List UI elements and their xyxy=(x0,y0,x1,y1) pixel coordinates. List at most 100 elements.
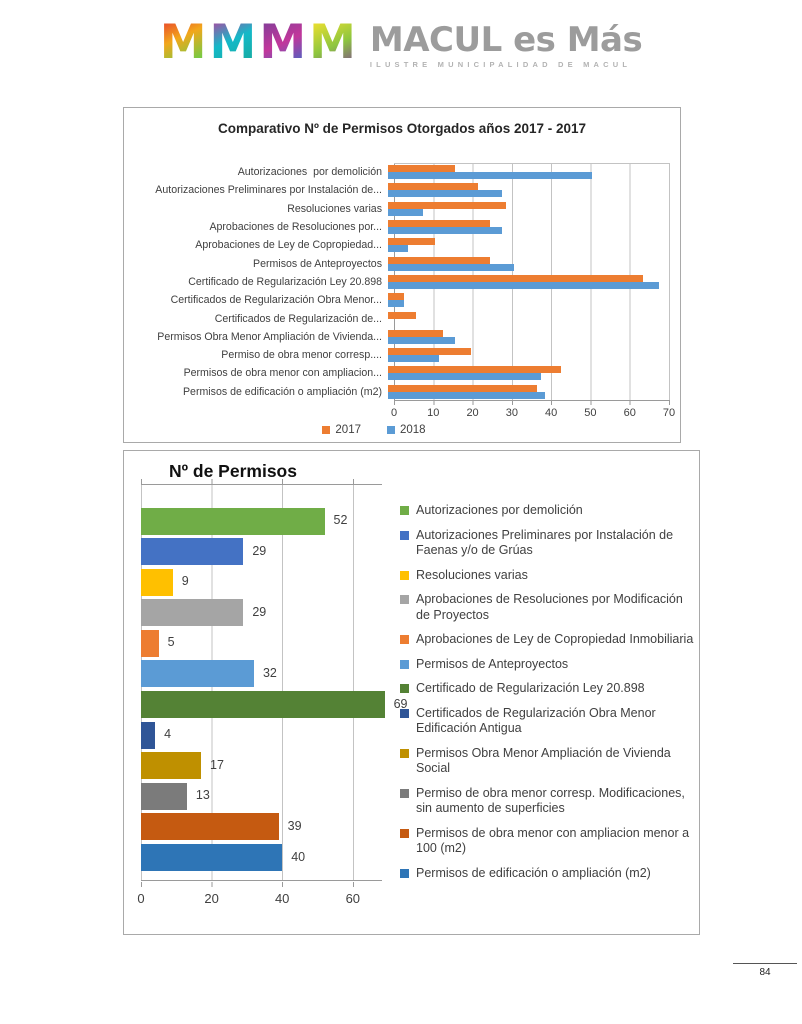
chart1-tick-label: 0 xyxy=(390,407,398,419)
legend-label: Resoluciones varias xyxy=(416,567,528,582)
legend-swatch-icon xyxy=(400,570,409,580)
chart1-row: Permisos Obra Menor Ampliación de Vivien… xyxy=(134,328,663,346)
chart2-data-label: 5 xyxy=(167,635,175,650)
chart1-category-label: Permisos Obra Menor Ampliación de Vivien… xyxy=(157,330,382,343)
chart2-legend-item: Permisos de obra menor con ampliacion me… xyxy=(400,826,696,857)
chart2-bar xyxy=(141,629,159,657)
chart1-row: Autorizaciones por demolición xyxy=(134,163,663,181)
chart2-data-label: 9 xyxy=(181,574,189,589)
page-number: 84 xyxy=(733,963,797,978)
chart1-tick-label: 50 xyxy=(584,407,597,419)
bar-2018 xyxy=(388,208,424,216)
chart2-tick-label: 60 xyxy=(345,891,361,906)
bar-2018 xyxy=(388,355,440,363)
bar-2017 xyxy=(388,201,506,209)
logo-letter-m: M xyxy=(209,15,257,70)
chart2-data-label: 39 xyxy=(287,818,302,833)
legend-swatch-icon xyxy=(400,708,409,718)
chart2-bar xyxy=(141,721,156,749)
legend-swatch-icon xyxy=(400,828,409,838)
chart2-bottom-ticks xyxy=(141,882,382,887)
chart2-bar xyxy=(141,782,187,810)
chart2-title: Nº de Permisos xyxy=(169,461,297,481)
chart1-category-label: Autorizaciones por demolición xyxy=(237,166,382,179)
bar-2017 xyxy=(388,274,644,282)
chart1-title: Comparativo Nº de Permisos Otorgados año… xyxy=(217,121,587,136)
chart1-legend: 2017 2018 xyxy=(96,424,652,436)
bar-2017 xyxy=(388,220,491,228)
chart2-row: 5 xyxy=(141,628,382,659)
chart1-row: Certificado de Regularización Ley 20.898 xyxy=(134,273,663,291)
chart2-legend: Autorizaciones por demolición Autorizacio… xyxy=(400,503,696,881)
bar-2018 xyxy=(388,227,502,235)
chart2-bar xyxy=(141,813,279,841)
bar-2017 xyxy=(388,183,479,191)
bar-2017 xyxy=(388,384,538,392)
chart1-category-label: Aprobaciones de Ley de Copropiedad... xyxy=(195,239,382,252)
chart1-row: Permisos de Anteproyectos xyxy=(134,254,663,272)
legend-label: 2018 xyxy=(400,424,426,436)
bar-2018 xyxy=(388,263,514,271)
chart2-legend-item: Autorizaciones por demolición xyxy=(400,503,696,519)
logo-letter-m: M xyxy=(159,15,207,70)
chart1-tick-label: 30 xyxy=(505,407,518,419)
chart2-data-label: 32 xyxy=(262,665,277,680)
legend-swatch-icon xyxy=(322,426,331,434)
legend-swatch-icon xyxy=(400,659,409,669)
legend-swatch-icon xyxy=(387,426,395,434)
bar-2018 xyxy=(388,190,502,198)
legend-label: Permisos de edificación o ampliación (m2… xyxy=(416,865,651,880)
legend-swatch-icon xyxy=(400,868,409,878)
bar-2018 xyxy=(388,373,542,381)
chart2-data-label: 29 xyxy=(252,604,267,619)
chart1-category-label: Aprobaciones de Resoluciones por... xyxy=(209,221,382,234)
chart1-row: Aprobaciones de Resoluciones por... xyxy=(134,218,663,236)
chart2-row: 9 xyxy=(141,567,382,598)
legend-label: 2017 xyxy=(335,424,361,436)
legend-swatch-icon xyxy=(400,595,409,604)
legend-label: Certificado de Regularización Ley 20.898 xyxy=(416,681,645,695)
chart2-bar xyxy=(141,844,283,872)
chart2-legend-item: Aprobaciones de Resoluciones por Modific… xyxy=(400,592,696,623)
chart1-row: Certificados de Regularización de... xyxy=(134,309,663,327)
chart2-legend-item: Resoluciones varias xyxy=(400,568,696,584)
chart1-row: Certificados de Regularización Obra Meno… xyxy=(134,291,663,309)
chart2-row: 4 xyxy=(141,720,382,751)
legend-swatch-icon xyxy=(400,684,409,693)
chart2-legend-item: Certificado de Regularización Ley 20.898 xyxy=(400,681,696,697)
chart1-category-label: Certificados de Regularización de... xyxy=(214,312,382,325)
bar-2017 xyxy=(388,366,561,374)
chart2-row: 69 xyxy=(141,690,407,721)
chart1-row: Resoluciones varias xyxy=(134,200,663,218)
bar-2018 xyxy=(388,336,455,344)
chart2-data-label: 17 xyxy=(210,757,224,772)
chart1-category-label: Permisos de obra menor con ampliacion... xyxy=(183,367,382,380)
legend-swatch-icon xyxy=(400,748,409,758)
chart2-legend-item: Certificados de Regularización Obra Meno… xyxy=(400,706,696,737)
bar-2018 xyxy=(388,391,546,399)
brand-name: MACUL es Más xyxy=(369,20,643,60)
bar-2017 xyxy=(388,293,404,301)
bar-2017 xyxy=(388,311,416,319)
chart1-row: Permisos de obra menor con ampliacion... xyxy=(134,364,663,382)
chart2-bar xyxy=(141,660,254,688)
chart1-row: Aprobaciones de Ley de Copropiedad... xyxy=(134,236,663,254)
legend-label: Permiso de obra menor corresp. Modificac… xyxy=(416,785,685,816)
chart1-category-label: Permisos de Anteproyectos xyxy=(253,257,382,270)
chart1-row: Permisos de edificación o ampliación (m2… xyxy=(134,383,663,401)
chart2-x-axis: 0 20 40 60 xyxy=(137,891,382,907)
logo-letter-m: M xyxy=(259,15,307,70)
chart1-axis-ticks xyxy=(394,401,670,405)
legend-swatch-icon xyxy=(400,530,409,540)
chart1-tick-label: 10 xyxy=(427,407,440,419)
chart2-row: 29 xyxy=(141,598,382,629)
legend-label: Permisos de Anteproyectos xyxy=(416,656,569,671)
chart1-x-axis: 0 10 20 30 40 50 60 70 xyxy=(390,407,675,421)
chart2-tick-label: 20 xyxy=(204,891,219,906)
chart1-tick-label: 70 xyxy=(662,407,676,419)
chart2-bar xyxy=(141,752,201,780)
bar-2017 xyxy=(388,348,471,356)
chart2-tick-label: 0 xyxy=(137,891,145,906)
